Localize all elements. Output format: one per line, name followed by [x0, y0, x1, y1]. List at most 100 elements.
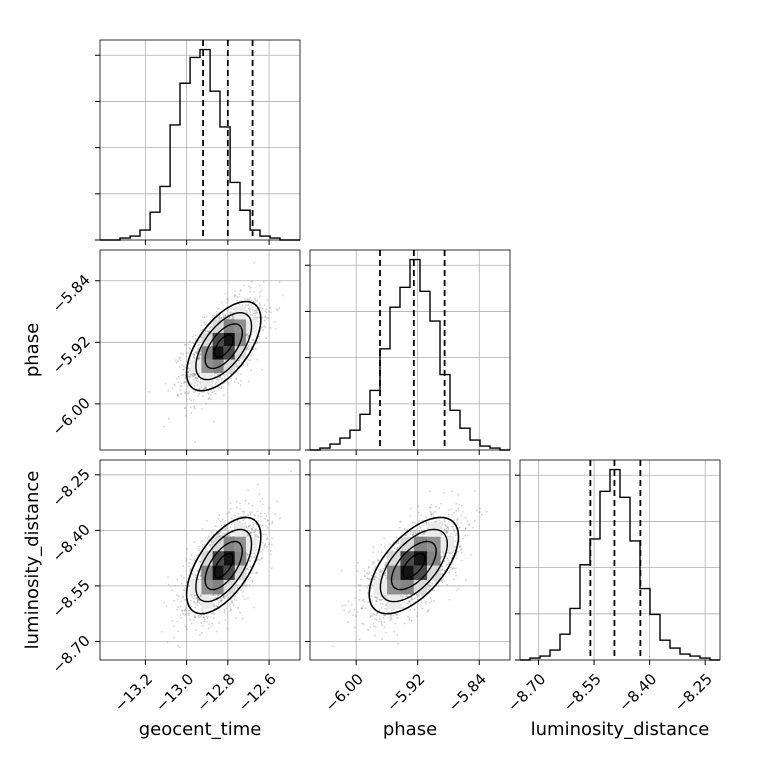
sample-point [258, 493, 261, 496]
sample-point [179, 605, 182, 608]
sample-point [229, 508, 232, 510]
sample-point [403, 622, 406, 625]
sample-point [403, 601, 406, 603]
sample-point [215, 312, 218, 315]
sample-point [258, 316, 261, 318]
sample-point [194, 606, 196, 609]
sample-point [367, 566, 370, 569]
sample-point [255, 309, 257, 312]
sample-point [220, 301, 223, 304]
sample-point [173, 625, 175, 627]
sample-point [246, 364, 249, 367]
sample-point [247, 335, 249, 338]
sample-point [185, 351, 188, 354]
density-cell [223, 551, 235, 566]
sample-point [369, 578, 371, 581]
sample-point [390, 609, 393, 612]
sample-point [358, 638, 361, 641]
sample-point [269, 327, 272, 329]
sample-point [438, 519, 440, 522]
sample-point [213, 597, 216, 599]
sample-point [389, 615, 392, 617]
sample-point [364, 575, 366, 578]
sample-point [208, 327, 211, 329]
sample-point [252, 523, 255, 526]
sample-point [259, 500, 262, 502]
sample-point [254, 572, 257, 574]
sample-point [182, 565, 185, 568]
sample-point [182, 368, 185, 371]
sample-point [180, 393, 183, 395]
sample-point [239, 290, 242, 292]
sample-point [189, 619, 192, 621]
sample-point [198, 601, 201, 604]
sample-point [209, 544, 212, 547]
sample-point [254, 312, 256, 315]
sample-point [369, 626, 372, 628]
panel-frame [519, 459, 721, 661]
sample-point [238, 293, 241, 296]
sample-point [185, 415, 187, 417]
sample-point [214, 594, 217, 597]
sample-point [395, 542, 398, 545]
sample-point [234, 295, 236, 298]
sample-point [410, 619, 413, 622]
sample-point [203, 387, 206, 390]
sample-point [199, 341, 201, 343]
sample-point [167, 583, 170, 586]
sample-point [182, 612, 185, 615]
sample-point [180, 382, 183, 385]
sample-point [251, 333, 253, 336]
sample-point [184, 587, 186, 589]
sample-point [374, 575, 377, 578]
sample-point [247, 335, 250, 337]
sample-point [185, 355, 188, 358]
sample-point [183, 589, 186, 591]
sample-point [384, 614, 387, 617]
sample-point [246, 362, 249, 364]
sample-point [194, 390, 197, 393]
sample-point [409, 609, 412, 611]
sample-point [240, 361, 243, 363]
sample-point [271, 520, 274, 523]
sample-point [217, 517, 220, 520]
sample-point [192, 342, 195, 344]
sample-point [385, 596, 387, 599]
sample-point [204, 548, 207, 551]
sample-point [256, 535, 259, 537]
sample-point [231, 517, 233, 520]
sample-point [274, 513, 277, 516]
sample-point [245, 554, 248, 556]
sample-point [184, 366, 187, 369]
sample-point [246, 534, 248, 536]
sample-point [389, 543, 391, 545]
sample-point [176, 620, 179, 623]
sample-point [250, 304, 253, 307]
sample-point [367, 592, 369, 594]
sample-point [418, 525, 421, 528]
sample-point [219, 520, 222, 523]
sample-point [222, 596, 225, 598]
sample-point [246, 596, 249, 599]
sample-point [441, 569, 444, 572]
sample-point [261, 307, 264, 310]
sample-point [188, 362, 191, 365]
sample-point [211, 316, 214, 319]
sample-point [361, 607, 364, 609]
sample-point [196, 597, 199, 600]
sample-point [199, 594, 202, 597]
sample-point [459, 546, 462, 548]
sample-point [256, 358, 259, 361]
sample-point [373, 625, 375, 628]
sample-point [197, 380, 199, 383]
sample-point [201, 408, 204, 410]
sample-point [212, 612, 215, 615]
sample-point [246, 333, 249, 335]
sample-point [183, 381, 185, 384]
sample-point [254, 530, 256, 533]
sample-point [236, 296, 239, 299]
sample-point [237, 359, 240, 362]
sample-point [209, 390, 212, 392]
sample-point [208, 396, 211, 399]
sample-point [253, 297, 256, 300]
